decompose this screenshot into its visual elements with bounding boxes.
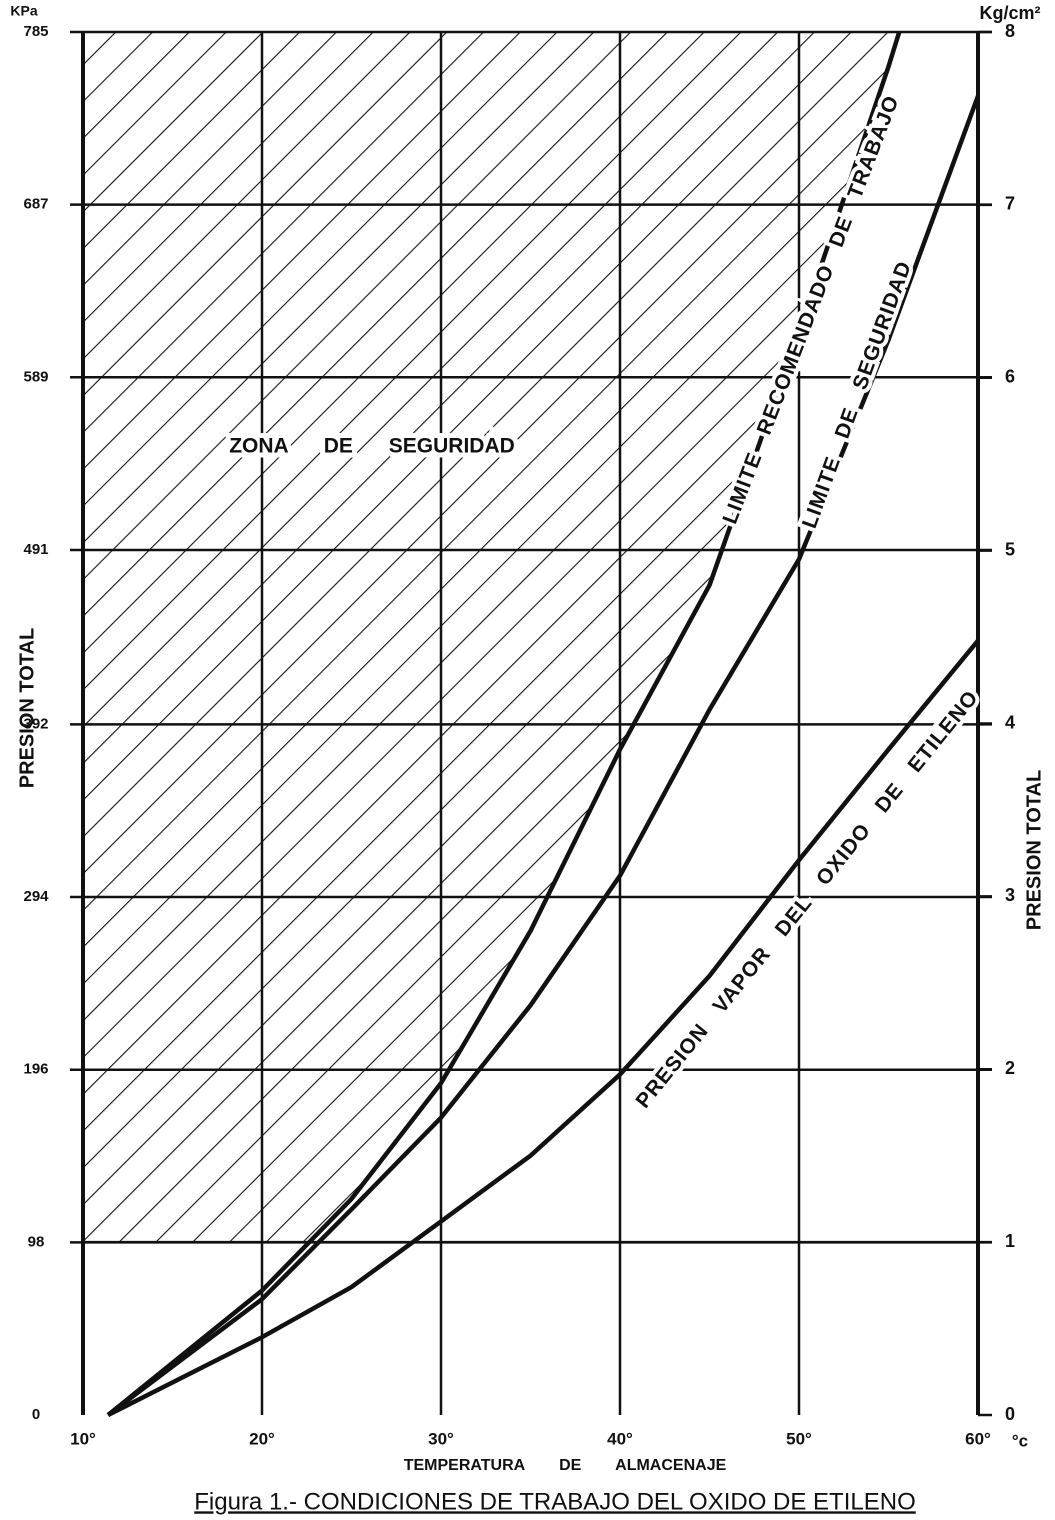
y2-axis-label: PRESION TOTAL [1023,770,1045,930]
y2-tick-label: 1 [1005,1231,1015,1251]
safety-zone [83,32,900,1243]
y2-tick-label: 4 [1005,712,1015,732]
x-tick-label: 40° [607,1429,633,1448]
y-tick-label: 392 [23,715,48,732]
x-axis-label: TEMPERATURA DE ALMACENAJE [404,1457,727,1474]
y-unit: KPa [10,3,37,19]
y-tick-label: 785 [23,23,48,40]
y-tick-label: 687 [23,196,48,213]
y-tick-label: 294 [23,888,49,905]
x-tick-label: 30° [428,1429,454,1448]
y2-tick-label: 6 [1005,367,1015,387]
curve [107,639,980,1418]
y-tick-label: 491 [23,541,48,558]
y2-unit: Kg/cm² [979,3,1040,23]
y-axis-label: PRESION TOTAL [16,628,38,788]
x-tick-label: 50° [786,1429,812,1448]
y2-tick-label: 0 [1005,1404,1015,1424]
y-tick-label: 98 [28,1233,45,1250]
x-tick-label: 20° [249,1429,275,1448]
y-tick-label: 589 [23,368,48,385]
y2-tick-label: 5 [1005,539,1015,559]
x-tick-label: 10° [70,1429,96,1448]
zone-label: ZONA DE SEGURIDAD [229,435,515,458]
series-label: PRESION VAPOR DEL OXIDO DE ETILENO [631,686,983,1113]
y-tick-label: 0 [32,1406,40,1423]
curve [106,95,981,1417]
y2-tick-label: 3 [1005,885,1015,905]
y2-tick-label: 7 [1005,194,1015,214]
y2-tick-label: 2 [1005,1058,1015,1078]
x-tick-label: 60° [965,1429,991,1448]
curve [106,31,902,1417]
x-unit: °c [1012,1431,1028,1450]
chart-title: Figura 1.- CONDICIONES DE TRABAJO DEL OX… [194,1488,916,1515]
y2-tick-label: 8 [1005,21,1015,41]
y-tick-label: 196 [23,1061,48,1078]
